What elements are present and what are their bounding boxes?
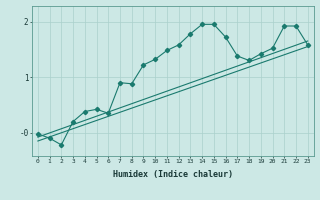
- X-axis label: Humidex (Indice chaleur): Humidex (Indice chaleur): [113, 170, 233, 179]
